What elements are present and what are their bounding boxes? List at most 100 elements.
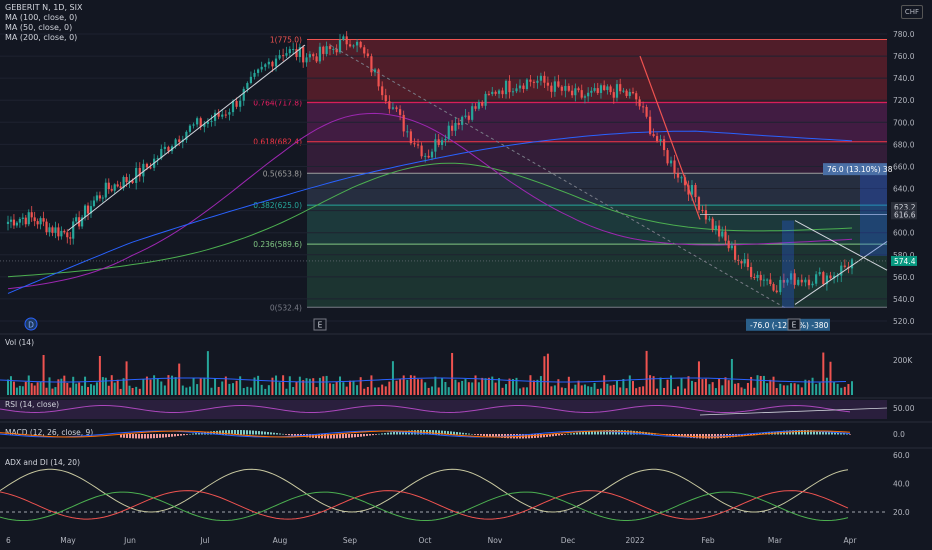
candle-body — [609, 86, 612, 93]
candle-body — [213, 112, 217, 121]
candle-body — [680, 177, 683, 179]
macd-histogram-bar — [369, 434, 371, 436]
volume-bar — [417, 379, 420, 395]
volume-bar — [51, 388, 54, 395]
candle-body — [402, 114, 405, 132]
time-tick: 2022 — [625, 536, 644, 545]
volume-bar — [687, 376, 690, 395]
candle-body — [15, 222, 18, 226]
macd-histogram-bar — [318, 434, 320, 439]
macd-histogram-bar — [438, 430, 440, 435]
volume-bar — [790, 383, 793, 395]
candle-body — [260, 66, 263, 70]
candle-body — [282, 55, 285, 57]
volume-bar — [24, 381, 27, 395]
fib-level-label: 1(775.0) — [270, 36, 302, 45]
ma-200-legend[interactable]: MA (200, close, 0) — [5, 33, 78, 42]
candle-body — [221, 114, 224, 117]
volume-bar — [557, 379, 560, 395]
macd-histogram-bar — [321, 434, 323, 439]
macd-histogram-bar — [468, 433, 470, 435]
macd-histogram-bar — [843, 433, 845, 435]
macd-histogram-bar — [297, 434, 299, 437]
volume-bar — [288, 376, 291, 395]
ma-50-legend[interactable]: MA (50, close, 0) — [5, 23, 73, 32]
volume-bar — [843, 386, 846, 395]
volume-bar — [39, 381, 42, 395]
macd-histogram-bar — [606, 430, 608, 435]
candle-body — [420, 145, 423, 157]
rsi-line — [0, 404, 851, 413]
candle-body — [399, 109, 402, 115]
volume-bar — [727, 380, 730, 395]
candle-body — [504, 80, 508, 95]
candle-body — [131, 180, 134, 183]
macd-histogram-bar — [459, 432, 461, 435]
candle-body — [203, 123, 206, 127]
macd-histogram-bar — [432, 430, 434, 435]
candle-body — [836, 275, 839, 277]
volume-bar — [649, 375, 652, 395]
volume-bar — [135, 386, 138, 395]
candle-body — [149, 167, 152, 169]
candle-body — [185, 131, 188, 140]
currency-button[interactable]: CHF — [901, 5, 923, 19]
candle-body — [89, 206, 93, 214]
candle-body — [444, 138, 447, 141]
symbol-title[interactable]: GEBERIT N, 1D, SIX — [5, 3, 83, 12]
candle-body — [292, 48, 295, 50]
macd-histogram-bar — [837, 432, 839, 435]
candle-body — [409, 131, 412, 144]
candle-body — [48, 227, 51, 233]
candle-body — [619, 84, 622, 92]
volume-bar — [342, 382, 345, 395]
fib-level-label: 0.236(589.6) — [253, 240, 302, 249]
fib-zone — [307, 141, 887, 174]
candle-body — [328, 46, 332, 49]
indicator-panes: Vol (14) RSI (14, close) MACD (12, 26, clo… — [0, 333, 932, 522]
candle-body — [138, 167, 141, 177]
macd-histogram-bar — [237, 430, 239, 435]
macd-histogram-bar — [393, 431, 395, 435]
volume-title: Vol (14) — [5, 338, 34, 347]
volume-bar — [101, 377, 104, 395]
candle-body — [487, 93, 491, 95]
candle-body — [687, 185, 690, 195]
volume-bar — [181, 385, 184, 395]
candle-body — [484, 93, 487, 106]
volume-bar — [427, 387, 430, 395]
macd-histogram-bar — [348, 434, 350, 438]
candle-body — [33, 217, 36, 222]
time-tick: Mar — [768, 536, 783, 545]
volume-bar — [701, 379, 704, 395]
candle-body — [228, 112, 231, 115]
volume-bar — [811, 377, 814, 395]
volume-bar — [635, 388, 638, 395]
price-tick: 680.0 — [893, 140, 915, 149]
candle-body — [683, 177, 687, 186]
macd-histogram-bar — [159, 434, 161, 438]
volume-bar — [75, 383, 78, 395]
candle-body — [622, 90, 625, 92]
macd-histogram-bar — [330, 434, 332, 439]
time-tick: 6 — [6, 536, 11, 545]
macd-histogram-bar — [822, 430, 824, 435]
ma-100-legend[interactable]: MA (100, close, 0) — [5, 13, 78, 22]
volume-bar — [257, 375, 260, 395]
volume-bar — [457, 382, 460, 395]
macd-histogram-bar — [270, 432, 272, 435]
macd-histogram-bar — [123, 434, 125, 438]
candle-body — [332, 48, 335, 50]
price-tick: 700.0 — [893, 118, 915, 127]
candle-body — [308, 54, 311, 58]
fib-level-label: 0.382(625.0) — [253, 201, 302, 210]
macd-histogram-bar — [849, 434, 851, 435]
macd-histogram-bar — [465, 433, 467, 435]
macd-histogram-bar — [477, 434, 479, 436]
macd-histogram-bar — [813, 430, 815, 435]
candle-body — [388, 101, 391, 109]
candle-body — [454, 122, 457, 131]
